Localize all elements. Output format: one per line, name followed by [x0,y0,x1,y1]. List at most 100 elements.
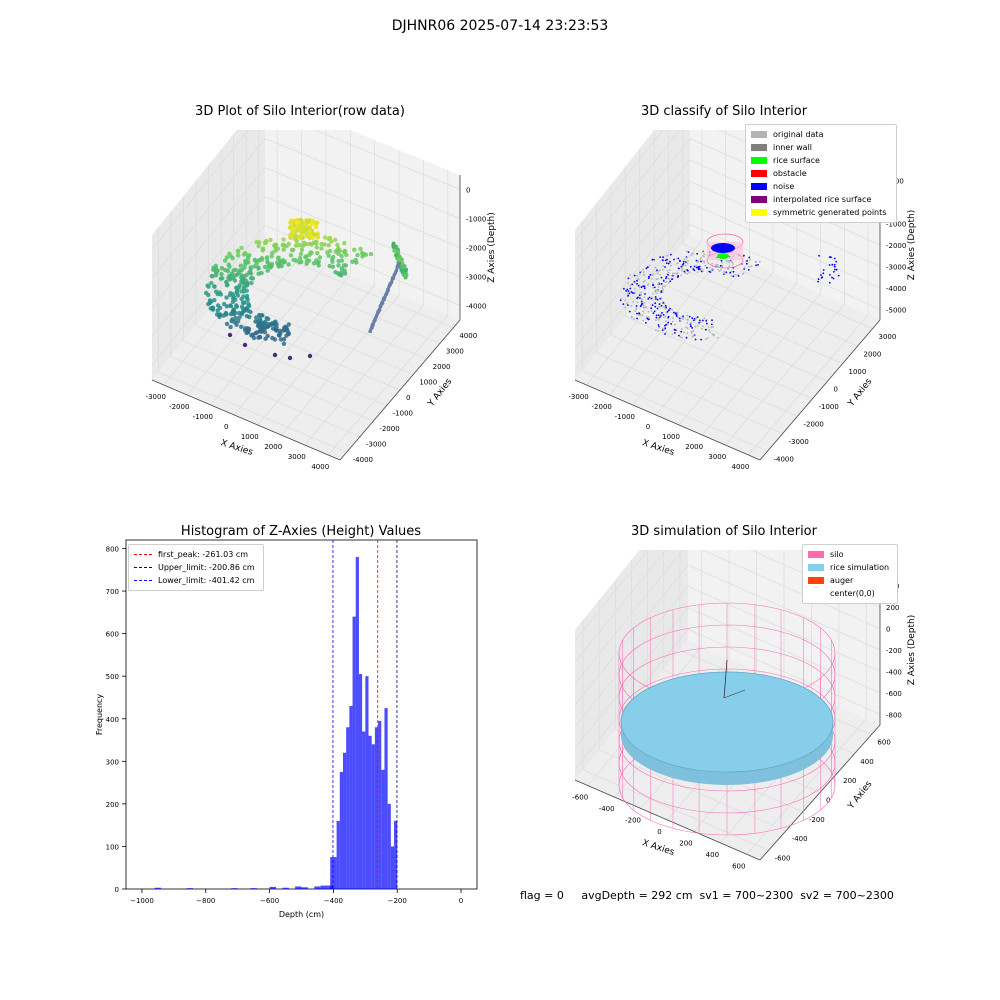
panel2-point [643,287,646,290]
panel2-point [711,268,714,270]
panel2-point [664,324,666,327]
panel1-point [270,250,275,255]
panel1-y-tick: 4000 [459,332,477,340]
panel2-point [666,310,669,313]
panel2-point [664,259,667,262]
panel2-point [643,302,646,304]
panel2-point [628,292,631,295]
panel2-zgrid [574,180,881,327]
panel2-point [659,305,662,308]
panel2-point [656,289,659,292]
panel1-point [313,220,319,226]
panel2-point [669,269,671,271]
histogram-bar [349,705,353,889]
panel2-point [669,307,671,310]
panel1-xgrid [327,170,449,456]
panel2-point [651,274,654,277]
panel2-point [653,310,656,313]
panel2-point [636,282,638,285]
panel2-point [690,265,692,268]
panel2-point [664,327,667,330]
panel1-point [239,245,244,251]
panel2-x-tick: -2000 [592,403,612,411]
panel2-point [652,282,654,284]
histogram-bar [355,557,359,889]
panel2-point [658,306,660,308]
panel1-point [400,265,405,270]
panel1-y-tick: 0 [406,394,410,402]
panel4-y-tick: -400 [792,835,808,843]
panel1-point [350,259,355,264]
panel1-point [288,220,293,225]
panel2-point [675,313,678,315]
panel2-ygrid [596,202,783,435]
panel1-title: 3D Plot of Silo Interior(row data) [195,104,405,119]
panel1-ygrid [195,180,387,406]
panel2-point [638,314,640,317]
panel1-point [304,226,310,232]
panel2-point [683,270,686,273]
panel2-point [729,271,732,274]
histogram-y-tick: 300 [106,758,119,766]
panel1-point [233,267,238,273]
panel2-x-tick: -1000 [615,413,635,421]
panel2-point [619,299,622,302]
legend-swatch [751,183,767,190]
panel2-point [708,329,710,332]
panel2-point [720,259,723,262]
panel4-zgrid [574,628,881,770]
panel2-point [626,302,628,305]
panel2-point [829,256,832,259]
panel4-x-tick: 0 [657,828,661,836]
panel2-point [817,278,820,281]
legend-item: obstacle [751,167,891,180]
panel2-point [732,270,735,273]
panel2-point [719,264,722,267]
panel1-point [398,261,402,265]
panel2-point [629,287,632,290]
panel2-point [640,300,643,303]
panel2-point [643,296,646,298]
panel2-point [693,269,696,272]
panel2-legend: original data inner wall rice surface obsta… [745,124,897,223]
panel1-point [234,303,239,308]
histogram-bar [333,857,337,889]
panel2-point [684,264,687,267]
panel1-point [398,258,402,263]
panel1-point [360,254,365,259]
panel2-point [743,254,745,257]
panel1-point [286,262,291,267]
panel2-point [831,276,833,279]
panel2-point [704,328,707,331]
panel1-point [243,326,248,331]
panel1-point [401,269,406,274]
panel2-x-tick: 3000 [708,453,726,461]
panel2-point [656,298,659,301]
panel2-point [747,269,750,271]
panel2-point [642,310,644,313]
panel2-point [822,272,825,275]
panel2-point [670,274,673,277]
panel1-point [224,255,230,260]
panel1-point [239,268,244,273]
panel2-point [757,264,759,266]
histogram-bar [381,769,385,889]
panel1-point [244,293,250,299]
legend-swatch [751,131,767,138]
panel2-point [623,287,625,290]
panel2-point [684,272,687,274]
panel1-point [257,319,262,324]
panel2-point [835,260,838,263]
panel2-point [685,269,687,271]
auger [723,659,728,699]
panel1-point [235,253,241,258]
panel2-z-tick: -5000 [886,306,906,314]
panel2-point [657,330,659,332]
panel1-point [246,330,251,335]
panel1-x-tick: 4000 [311,463,329,471]
panel2-point [622,303,625,305]
panel1-point [239,324,244,329]
panel2-point [665,277,667,280]
panel2-point [643,285,646,288]
histogram-bar [301,887,308,889]
